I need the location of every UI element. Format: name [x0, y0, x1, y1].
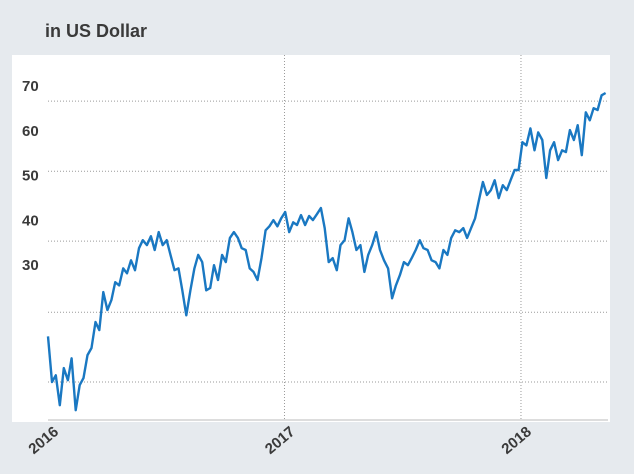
y-tick-label: 40 [22, 212, 39, 229]
x-tick-label: 2016 [25, 423, 61, 457]
price-line [46, 91, 607, 412]
y-tick-label: 50 [22, 168, 39, 185]
y-tick-label: 70 [22, 78, 39, 95]
x-tick-label: 2018 [498, 423, 534, 457]
y-tick-label: 60 [22, 123, 39, 140]
x-tick-label: 2017 [262, 423, 298, 457]
plot-panel [12, 55, 610, 422]
y-tick-label: 30 [22, 257, 39, 274]
chart-title: in US Dollar [45, 21, 147, 41]
